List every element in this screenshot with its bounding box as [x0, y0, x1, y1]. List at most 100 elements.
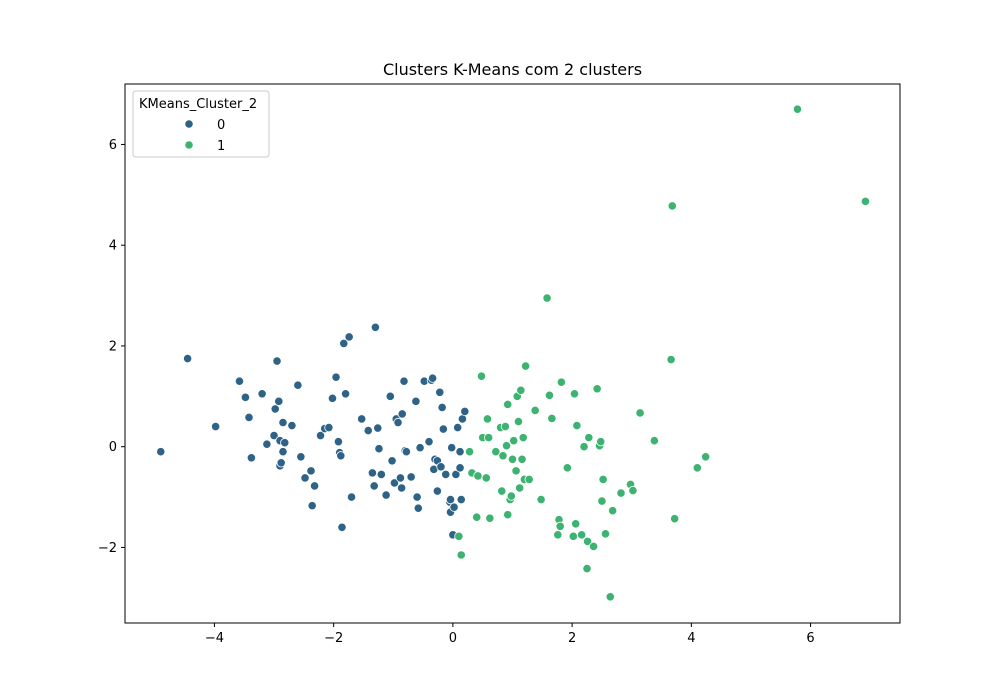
- point-cluster-0-25: [309, 481, 320, 491]
- point-cluster-1-53: [588, 541, 599, 552]
- x-tick-label: 4: [687, 631, 695, 646]
- point-cluster-0-87: [457, 414, 468, 424]
- point-cluster-1-22: [507, 454, 518, 464]
- point-cluster-0-61: [412, 492, 422, 502]
- point-cluster-0-2: [211, 421, 221, 432]
- point-cluster-0-23: [306, 466, 316, 476]
- y-tick-label: 0: [109, 440, 117, 455]
- point-cluster-1-10: [484, 433, 494, 443]
- legend-box: [132, 90, 270, 158]
- point-cluster-1-18: [503, 399, 513, 409]
- point-cluster-0-16: [278, 417, 288, 428]
- point-cluster-1-35: [536, 494, 546, 505]
- point-cluster-0-9: [269, 431, 279, 441]
- point-cluster-1-42: [556, 377, 566, 387]
- point-cluster-0-67: [428, 373, 438, 383]
- point-cluster-0-88: [460, 406, 470, 417]
- point-cluster-1-47: [572, 420, 582, 431]
- point-cluster-1-48: [577, 530, 587, 540]
- point-cluster-1-2: [464, 447, 475, 457]
- point-cluster-1-27: [515, 483, 525, 493]
- point-cluster-0-76: [441, 469, 451, 479]
- point-cluster-0-26: [315, 431, 326, 441]
- point-cluster-0-34: [337, 522, 347, 532]
- point-cluster-0-4: [240, 392, 251, 402]
- point-cluster-1-70: [692, 463, 702, 473]
- point-cluster-1-33: [524, 474, 534, 485]
- point-cluster-1-16: [500, 421, 510, 432]
- point-cluster-0-80: [447, 443, 457, 453]
- point-cluster-0-42: [369, 481, 379, 491]
- legend-title: KMeans_Cluster_2: [139, 97, 257, 112]
- legend-label-0: 0: [217, 118, 225, 133]
- point-cluster-1-39: [553, 530, 563, 540]
- point-cluster-0-21: [296, 452, 306, 462]
- point-cluster-0-48: [385, 391, 395, 401]
- point-cluster-1-41: [555, 521, 565, 531]
- point-cluster-0-24: [307, 501, 317, 511]
- point-cluster-1-6: [476, 371, 487, 381]
- y-tick-label: −2: [98, 541, 117, 556]
- point-cluster-0-54: [397, 483, 407, 493]
- point-cluster-0-5: [244, 412, 254, 423]
- x-tick-label: −2: [324, 631, 343, 646]
- x-axis: −4 −2 0 2 4 6: [205, 623, 815, 646]
- point-cluster-0-1: [182, 353, 193, 364]
- point-cluster-1-73: [860, 196, 871, 206]
- point-cluster-0-29: [327, 393, 338, 403]
- point-cluster-1-65: [635, 408, 645, 418]
- point-cluster-1-11: [485, 513, 495, 523]
- point-cluster-0-30: [331, 372, 341, 382]
- point-cluster-1-37: [544, 390, 555, 400]
- point-cluster-1-43: [562, 463, 572, 473]
- point-cluster-0-50: [389, 478, 400, 488]
- point-cluster-1-29: [517, 454, 527, 464]
- point-cluster-1-45: [569, 389, 580, 399]
- point-cluster-0-45: [374, 444, 384, 454]
- point-cluster-0-33: [336, 451, 346, 461]
- point-cluster-0-10: [270, 404, 280, 414]
- point-cluster-0-84: [453, 422, 463, 433]
- point-cluster-0-89: [455, 447, 465, 457]
- point-cluster-0-65: [424, 437, 434, 447]
- point-cluster-1-60: [605, 592, 615, 602]
- point-cluster-0-47: [381, 490, 391, 500]
- point-cluster-1-36: [542, 293, 552, 303]
- point-cluster-1-50: [582, 563, 592, 574]
- point-cluster-0-56: [399, 376, 409, 386]
- point-cluster-1-0: [454, 531, 464, 541]
- point-cluster-1-61: [608, 506, 618, 516]
- legend-label-1: 1: [217, 139, 225, 154]
- point-cluster-1-54: [592, 384, 602, 394]
- point-cluster-0-74: [437, 402, 447, 412]
- point-cluster-0-28: [324, 422, 334, 433]
- point-cluster-0-58: [401, 447, 411, 457]
- point-cluster-0-40: [363, 425, 373, 436]
- point-cluster-0-49: [387, 456, 397, 466]
- point-cluster-1-62: [616, 488, 626, 498]
- point-cluster-1-69: [670, 514, 680, 524]
- point-cluster-0-3: [234, 376, 245, 386]
- point-cluster-0-19: [287, 420, 297, 431]
- point-cluster-0-78: [445, 494, 456, 505]
- point-cluster-1-1: [456, 550, 466, 560]
- point-cluster-1-59: [600, 529, 611, 539]
- legend-marker-0: [184, 119, 194, 129]
- point-cluster-0-86: [456, 494, 466, 505]
- point-cluster-0-71: [432, 486, 442, 496]
- point-cluster-1-12: [491, 447, 501, 457]
- point-cluster-0-0: [156, 447, 166, 457]
- point-cluster-1-44: [568, 531, 578, 541]
- x-tick-label: 6: [806, 631, 814, 646]
- point-cluster-0-73: [436, 462, 446, 472]
- point-cluster-0-22: [300, 473, 310, 483]
- point-cluster-0-60: [411, 396, 421, 406]
- point-cluster-0-85: [455, 463, 465, 473]
- point-cluster-1-66: [649, 436, 659, 446]
- point-cluster-0-63: [415, 443, 425, 453]
- point-cluster-1-8: [481, 473, 491, 483]
- point-cluster-1-56: [596, 437, 606, 447]
- point-cluster-1-23: [509, 436, 519, 446]
- point-cluster-1-71: [701, 452, 711, 462]
- point-cluster-0-31: [333, 437, 344, 447]
